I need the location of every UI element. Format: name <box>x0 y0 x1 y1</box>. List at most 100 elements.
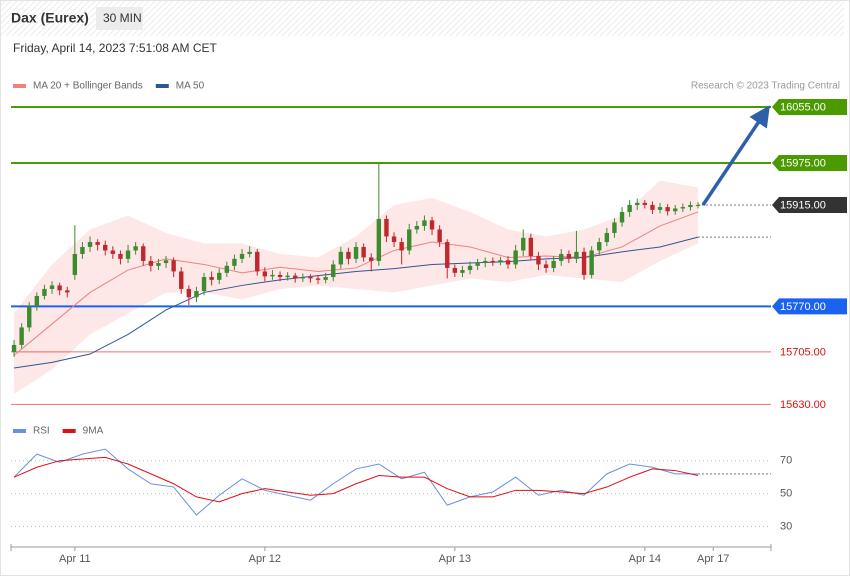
candle-body <box>391 236 397 243</box>
legend-label: RSI <box>33 426 50 437</box>
legend: MA 20 + Bollinger Bands MA 50 RSI 9MA <box>13 81 205 437</box>
candle-body <box>232 258 237 266</box>
candle-body <box>277 274 283 278</box>
level-label: 15915.00 <box>780 199 826 211</box>
candle-body <box>224 265 230 273</box>
candle-body <box>657 207 663 210</box>
candle-body <box>604 232 610 243</box>
x-tick-label: Apr 12 <box>249 553 281 565</box>
legend-swatch <box>155 84 169 88</box>
candle-body <box>315 278 321 280</box>
candle-body <box>513 250 518 265</box>
rsi-line <box>13 456 699 503</box>
candle-body <box>452 267 458 273</box>
candle-body <box>49 285 55 289</box>
level-label: 16055.00 <box>780 101 826 113</box>
candle-body <box>285 275 290 278</box>
rsi-tick-label: 70 <box>780 455 792 467</box>
level-label: 15705.00 <box>780 346 826 358</box>
candle-body <box>34 295 40 307</box>
candle-body <box>551 260 556 268</box>
candle-body <box>65 290 70 293</box>
legend-label: MA 20 + Bollinger Bands <box>33 81 143 92</box>
candle-body <box>680 207 686 209</box>
candle-body <box>688 204 693 208</box>
candle-body <box>619 211 625 223</box>
candle-body <box>612 222 617 233</box>
candle-body <box>574 251 579 259</box>
candle-body <box>186 288 192 298</box>
title: Dax (Eurex) <box>11 10 89 26</box>
candle-body <box>19 327 24 345</box>
candle-body <box>103 244 108 251</box>
candle-body <box>543 264 549 268</box>
candle-body <box>156 263 161 266</box>
x-tick-label: Apr 13 <box>439 553 471 565</box>
rsi-line <box>13 448 699 516</box>
x-tick-label: Apr 14 <box>629 553 661 565</box>
candle-body <box>262 271 268 277</box>
target-arrow <box>701 105 770 206</box>
rsi-tick-label: 50 <box>780 488 792 500</box>
candle-body <box>179 271 184 289</box>
level-label: 15770.00 <box>780 301 826 313</box>
candle-body <box>255 251 260 272</box>
candle-body <box>95 242 100 245</box>
plot: 16055.00 15975.00 15915.00 15770.00 15705.00… <box>10 98 847 565</box>
legend-swatch <box>13 84 26 88</box>
candle-body <box>125 250 131 259</box>
candle-body <box>194 291 199 298</box>
candle-body <box>498 260 503 262</box>
x-tick-label: Apr 11 <box>59 553 91 565</box>
candle-body <box>293 275 298 279</box>
candle-body <box>57 285 62 291</box>
interval: 30 MIN <box>103 11 142 25</box>
candle-body <box>597 242 602 251</box>
candle-body <box>673 208 678 212</box>
candle-body <box>422 220 427 226</box>
candle-body <box>650 204 655 210</box>
subtitle: Friday, April 14, 2023 7:51:08 AM CET <box>13 41 218 55</box>
candle-body <box>581 251 587 275</box>
candle-body <box>331 264 336 278</box>
candle-body <box>346 251 351 259</box>
candle-body <box>384 218 389 237</box>
candle-body <box>87 242 93 247</box>
candle-body <box>163 260 169 264</box>
candle-body <box>353 246 359 259</box>
rsi-tick-label: 30 <box>780 520 792 532</box>
candle-body <box>695 204 701 206</box>
candle-body <box>42 288 47 296</box>
candle-body <box>483 260 488 264</box>
candle-body <box>323 277 328 280</box>
legend-label: 9MA <box>83 426 104 437</box>
credit: Research © 2023 Trading Central <box>691 81 840 92</box>
candle-body <box>171 260 176 272</box>
candle-body <box>528 237 534 257</box>
candle-body <box>141 246 146 261</box>
candle-body <box>369 257 374 261</box>
candle-body <box>80 246 85 254</box>
candle-body <box>308 277 313 279</box>
candle-body <box>407 229 412 251</box>
candle-body <box>429 220 435 230</box>
candle-body <box>505 260 511 265</box>
candle-body <box>414 225 420 230</box>
candle-body <box>566 253 572 259</box>
candle-body <box>490 260 496 262</box>
candle-body <box>338 251 344 265</box>
x-tick-label: Apr 17 <box>697 553 729 565</box>
candle-body <box>72 253 78 275</box>
legend-swatch <box>62 429 76 433</box>
candle-body <box>399 242 404 251</box>
bollinger-band <box>14 180 699 394</box>
interval-box <box>96 7 143 30</box>
candle-body <box>475 263 480 266</box>
candle-body <box>627 204 632 212</box>
candle-body <box>460 270 465 273</box>
candle-body <box>642 202 648 205</box>
candle-body <box>361 246 366 258</box>
candle-body <box>270 274 275 277</box>
candle-body <box>239 253 245 259</box>
